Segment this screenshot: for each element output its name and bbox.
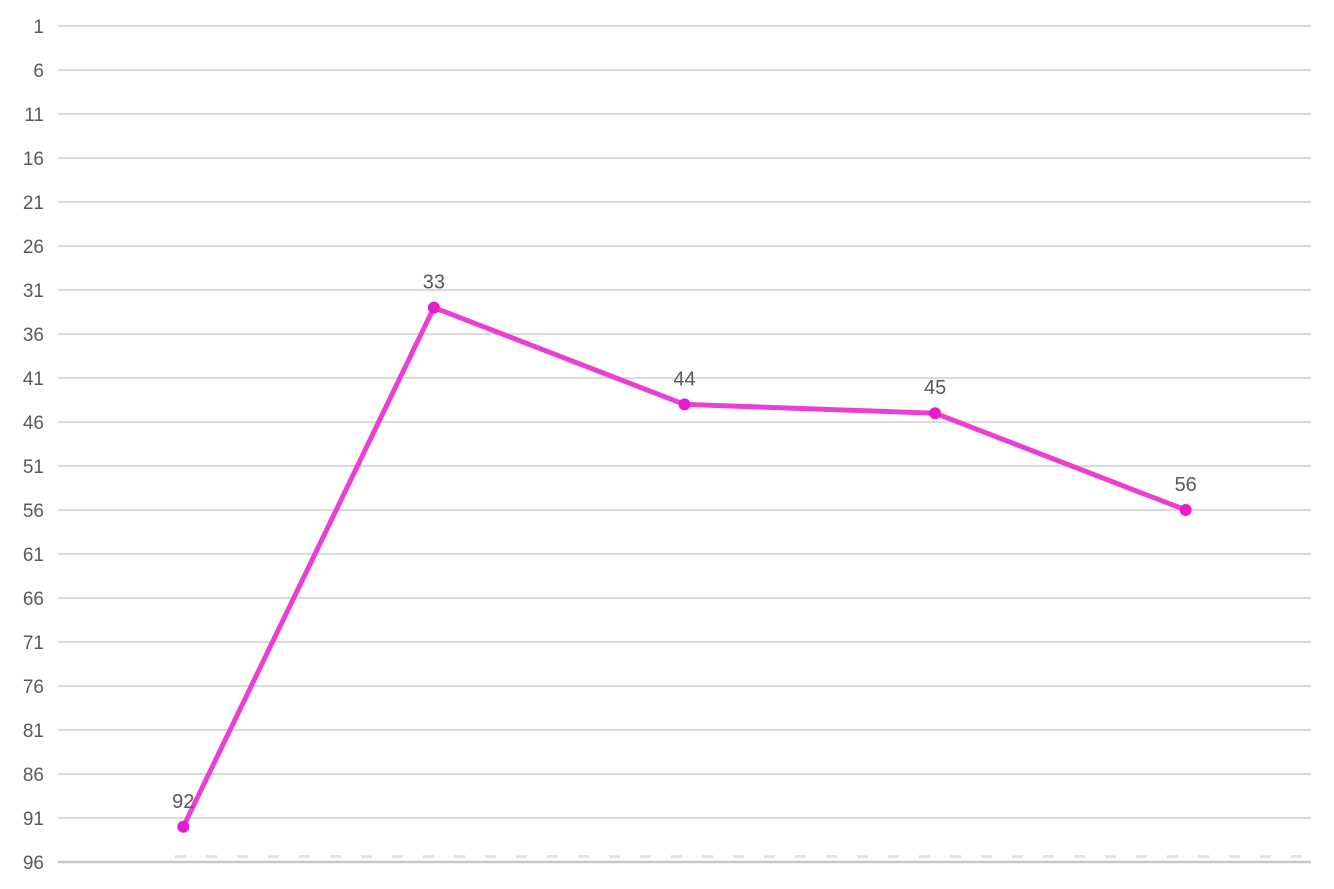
y-tick-label: 51 <box>23 457 44 478</box>
data-point-label: 45 <box>924 377 946 399</box>
y-tick-label: 16 <box>23 149 44 170</box>
y-tick-label: 61 <box>23 545 44 566</box>
y-tick-label: 36 <box>23 325 44 346</box>
data-point-marker <box>929 407 942 420</box>
y-tick-label: 1 <box>33 17 44 38</box>
y-tick-label: 11 <box>24 105 44 126</box>
data-point-label: 33 <box>423 272 445 294</box>
data-point-marker <box>177 820 190 833</box>
y-tick-label: 81 <box>23 721 44 742</box>
data-point-label: 56 <box>1175 474 1197 496</box>
y-tick-label: 26 <box>23 237 44 258</box>
data-point-label: 44 <box>673 368 695 390</box>
y-tick-label: 21 <box>23 193 44 214</box>
y-tick-label: 56 <box>23 501 44 522</box>
y-tick-label: 91 <box>23 809 44 830</box>
y-tick-label: 31 <box>23 281 44 302</box>
data-point-marker <box>1179 504 1192 516</box>
y-tick-label: 76 <box>23 677 44 698</box>
y-tick-label: 66 <box>23 589 44 610</box>
data-point-label: 92 <box>172 791 194 813</box>
y-tick-label: 6 <box>33 61 44 82</box>
y-tick-label: 86 <box>23 765 44 786</box>
data-point-marker <box>678 398 691 411</box>
data-point-marker <box>427 301 440 314</box>
y-tick-label: 96 <box>23 853 44 874</box>
y-tick-label: 46 <box>23 413 44 434</box>
y-tick-label: 41 <box>23 369 44 390</box>
y-tick-label: 71 <box>23 633 44 654</box>
